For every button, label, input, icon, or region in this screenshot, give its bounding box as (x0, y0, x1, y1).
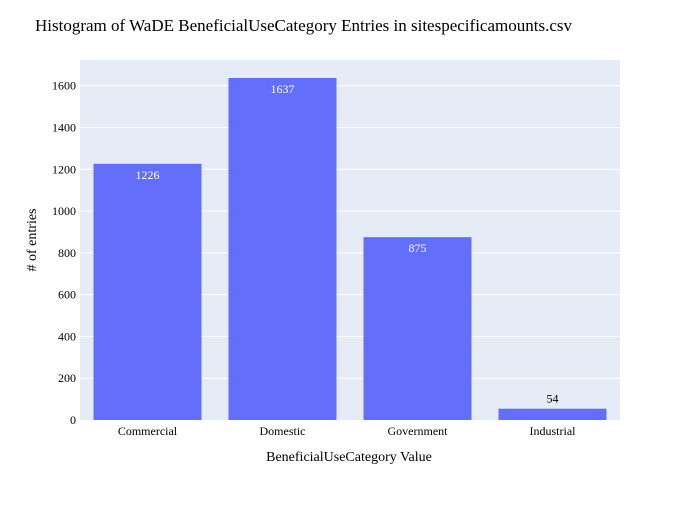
y-tick-label: 1600 (52, 79, 76, 93)
y-tick-label: 1400 (52, 120, 76, 134)
bar-industrial (498, 408, 607, 420)
data-label-government: 875 (409, 241, 427, 255)
x-tick-label-industrial: Industrial (530, 424, 577, 438)
data-label-industrial: 54 (547, 392, 559, 406)
bar-government (363, 237, 472, 420)
y-tick-label: 800 (58, 246, 76, 260)
x-tick-label-government: Government (388, 424, 449, 438)
y-tick-label: 1000 (52, 204, 76, 218)
data-label-domestic: 1637 (271, 82, 295, 96)
chart-title: Histogram of WaDE BeneficialUseCategory … (35, 16, 572, 35)
bar-commercial (93, 163, 202, 420)
x-tick-label-domestic: Domestic (260, 424, 306, 438)
bars (93, 77, 607, 420)
bar-domestic (228, 77, 337, 420)
x-axis-title: BeneficialUseCategory Value (266, 450, 432, 465)
y-axis-ticks: 0 200 400 600 800 1000 1200 1400 1600 (52, 79, 76, 427)
x-axis-ticks: Commercial Domestic Government Industrial (118, 424, 576, 438)
data-labels: 1226 1637 875 54 (136, 82, 559, 406)
y-tick-label: 1200 (52, 162, 76, 176)
y-tick-label: 0 (70, 413, 76, 427)
x-tick-label-commercial: Commercial (118, 424, 178, 438)
y-tick-label: 600 (58, 288, 76, 302)
y-tick-label: 200 (58, 371, 76, 385)
y-axis-title: # of entries (25, 209, 40, 272)
data-label-commercial: 1226 (136, 168, 160, 182)
y-tick-label: 400 (58, 329, 76, 343)
